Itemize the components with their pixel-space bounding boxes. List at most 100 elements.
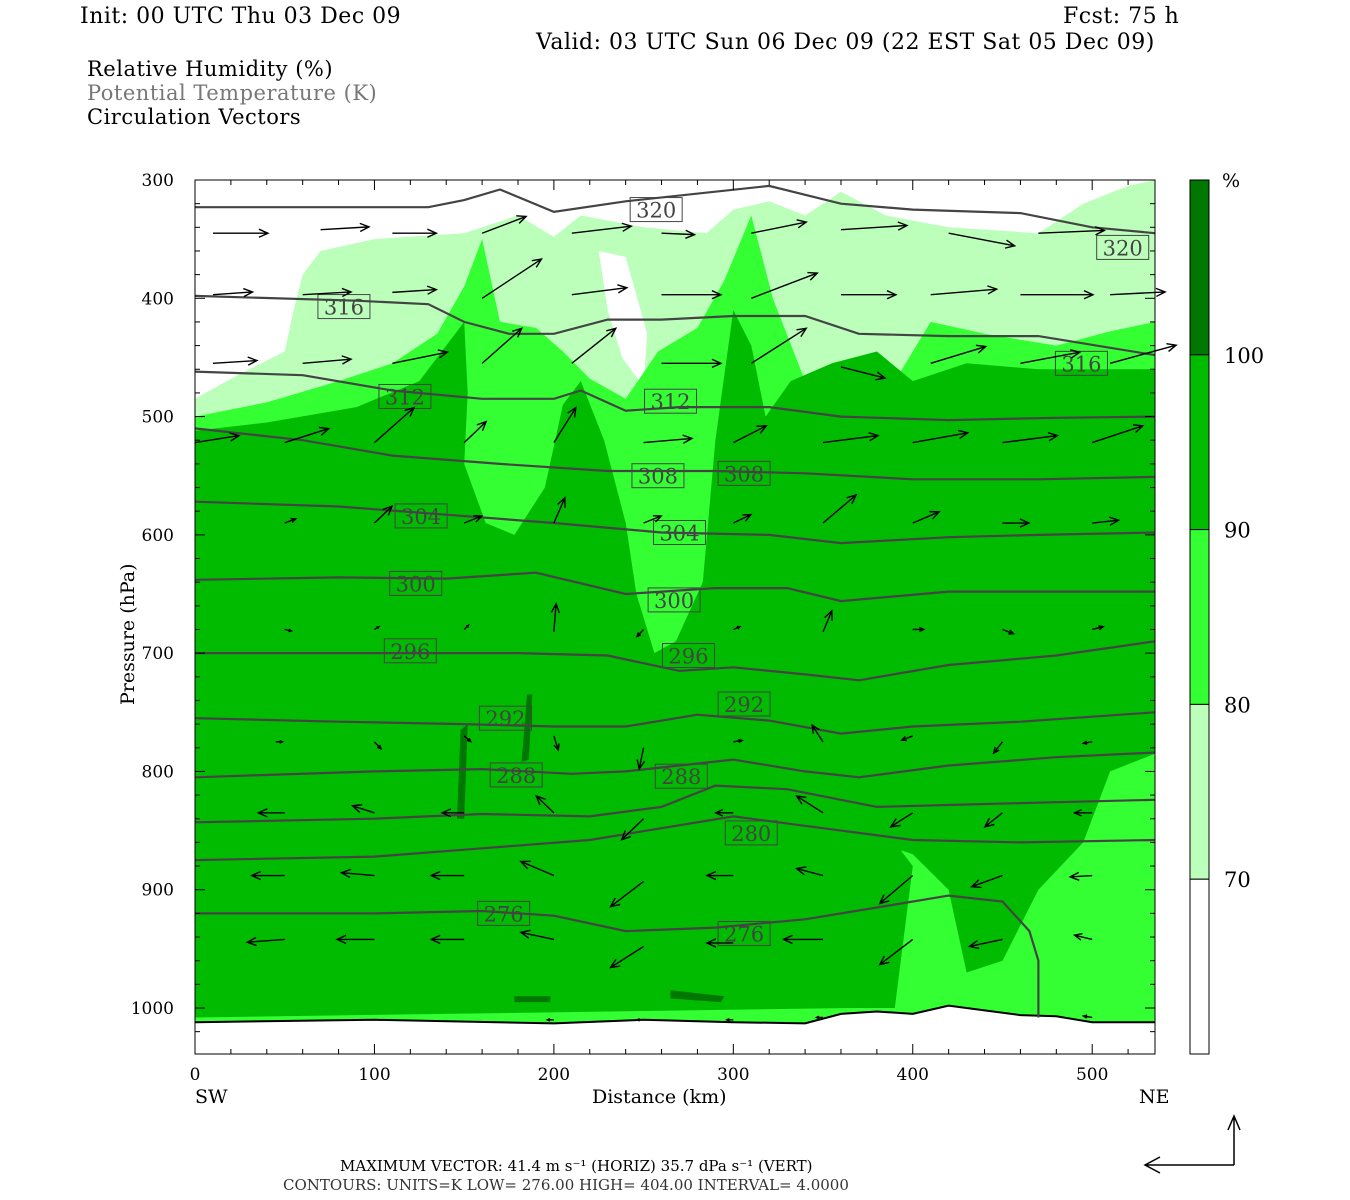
contour-label: 304	[401, 505, 441, 529]
colorbar-unit: %	[1222, 170, 1241, 192]
vector-arrow	[320, 222, 371, 233]
rh-region-100	[521, 694, 533, 762]
contour-label: 308	[724, 462, 764, 486]
vector-arrow	[1081, 740, 1093, 745]
vector-arrow	[1081, 1014, 1093, 1019]
vector-arrow	[983, 812, 1003, 828]
theta-contour-284	[194, 784, 1156, 824]
vector-arrow	[733, 425, 768, 444]
vector-arrow	[335, 934, 375, 945]
reference-vector-icon	[1143, 1114, 1241, 1174]
vector-arrow	[1092, 625, 1105, 631]
vector-arrow	[1038, 226, 1107, 236]
vector-arrow	[481, 258, 543, 299]
colorbar-label: 100	[1224, 344, 1264, 368]
vector-arrow	[553, 735, 560, 752]
vector-arrow	[814, 1015, 824, 1020]
vector-arrow	[1072, 809, 1093, 817]
contour-label-box	[1096, 234, 1150, 260]
vector-arrow	[795, 795, 824, 814]
x-tick-label: 0	[190, 1065, 201, 1085]
vector-arrow	[794, 866, 824, 877]
vector-arrow	[1072, 933, 1093, 941]
vector-arrow	[822, 609, 833, 633]
vector-arrow	[1020, 290, 1095, 300]
vector-arrow	[1110, 287, 1167, 298]
vector-arrow	[840, 366, 887, 381]
contour-label-box	[644, 388, 698, 414]
x-tick-label: 100	[358, 1065, 390, 1085]
vector-arrow	[284, 517, 298, 524]
colorbar: 100 90 80 70	[1189, 179, 1264, 1055]
theta-contour-296	[195, 640, 1156, 682]
vector-arrow	[878, 874, 914, 905]
plot-frame	[194, 179, 1156, 1055]
x-tick-label: 400	[897, 1065, 929, 1085]
contour-label: 276	[484, 902, 524, 926]
vector-arrow	[256, 808, 285, 818]
vector-arrow	[750, 327, 808, 364]
contour-label-box	[724, 820, 778, 846]
vector-arrow	[661, 358, 723, 369]
vector-arrow	[212, 228, 270, 238]
vector-arrow	[822, 493, 858, 524]
vector-arrow	[245, 936, 285, 947]
vector-arrow	[636, 747, 646, 771]
y-tick-label: 600	[142, 526, 174, 546]
vector-arrow	[550, 602, 561, 632]
contour-label-box	[652, 519, 706, 545]
vector-arrow	[725, 1018, 734, 1022]
contour-label-box	[654, 763, 708, 789]
vector-arrow	[440, 808, 465, 818]
contour-label-box	[661, 643, 715, 669]
vector-arrow	[878, 938, 914, 966]
vector-arrow	[912, 510, 941, 524]
vector-arrow	[519, 929, 555, 941]
vector-arrow	[635, 629, 645, 638]
contour-label-box	[394, 503, 448, 529]
contour-label-box	[629, 197, 683, 223]
vector-arrow	[463, 624, 470, 630]
vector-arrow	[609, 880, 645, 908]
vector-arrow	[1068, 871, 1093, 881]
vector-arrow	[733, 738, 744, 744]
theta-contour-280	[194, 815, 1156, 862]
contour-label-box	[478, 705, 532, 731]
vector-arrow	[1002, 432, 1060, 444]
contour-label-box	[477, 900, 531, 926]
theta-contour-320	[195, 184, 1156, 235]
rh-region-100	[457, 724, 468, 819]
init-time: Init: 00 UTC Thu 03 Dec 09	[80, 4, 402, 29]
vector-arrow	[751, 219, 808, 234]
contour-label-box	[317, 294, 371, 320]
vector-arrow	[463, 420, 488, 444]
contour-label: 320	[1103, 236, 1143, 260]
contour-label: 296	[668, 645, 708, 669]
colorbar-segment	[1189, 354, 1210, 531]
contour-label: 280	[731, 822, 771, 846]
x-tick-label: 500	[1076, 1065, 1108, 1085]
contour-label-box	[717, 691, 771, 717]
vector-arrow	[373, 505, 394, 524]
vector-arrow	[970, 874, 1003, 889]
vector-arrow	[643, 434, 694, 444]
vector-arrow	[519, 860, 555, 877]
y-axis-label: Pressure (hPa)	[117, 563, 139, 705]
vector-arrow	[463, 514, 484, 524]
legend-rh: Relative Humidity (%)	[87, 57, 334, 81]
theta-contours: 320 320 316 316 312 312 308 308 304 304 300 300 296 2…	[194, 184, 1156, 1018]
vector-arrow	[553, 496, 566, 524]
contour-label: 288	[661, 765, 701, 789]
vector-arrow	[889, 812, 914, 828]
rh-region-90	[787, 747, 913, 1008]
vector-arrow	[571, 222, 633, 234]
x-end-left: SW	[195, 1086, 228, 1108]
vector-arrow	[284, 426, 331, 444]
contour-label: 308	[638, 465, 678, 489]
y-tick-label: 400	[142, 289, 174, 309]
vector-arrow	[571, 284, 629, 296]
theta-contour-312	[194, 370, 1156, 422]
vector-arrow	[212, 356, 259, 366]
colorbar-label: 90	[1224, 519, 1251, 543]
theta-contour-308	[194, 427, 1156, 481]
